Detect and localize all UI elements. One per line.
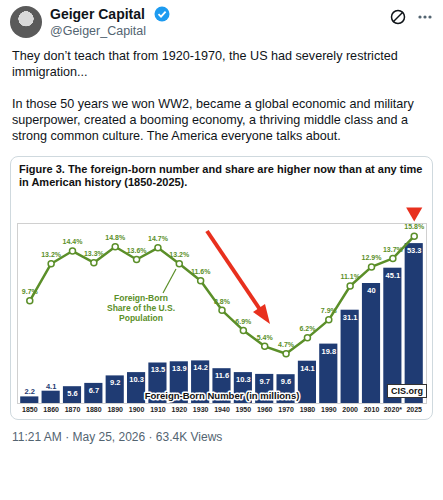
- svg-text:9.7%: 9.7%: [22, 288, 39, 295]
- svg-text:1990: 1990: [321, 406, 337, 413]
- svg-text:11.1%: 11.1%: [340, 273, 360, 280]
- svg-text:1850: 1850: [22, 406, 38, 413]
- svg-text:9.6: 9.6: [281, 377, 291, 386]
- svg-text:1930: 1930: [193, 406, 209, 413]
- svg-text:14.2: 14.2: [193, 363, 208, 372]
- svg-text:19.8: 19.8: [321, 347, 336, 356]
- svg-text:1980: 1980: [300, 406, 316, 413]
- svg-text:1890: 1890: [107, 406, 123, 413]
- html-text:@Geiger_Capital: @Geiger_Capital: [50, 24, 147, 38]
- svg-text:11.6: 11.6: [215, 371, 229, 380]
- svg-text:4.1: 4.1: [46, 382, 56, 391]
- svg-text:10.3: 10.3: [129, 375, 144, 384]
- html-text:In those 50 years we won WW2,: In those 50 years we won WW2, became a g…: [12, 97, 414, 143]
- svg-text:13.3%: 13.3%: [84, 250, 105, 257]
- svg-text:31.1: 31.1: [343, 313, 358, 322]
- svg-text:2000: 2000: [342, 406, 358, 413]
- html-text:Foreign-Born Share of the U.S.: Foreign-Born Share of the U.S. Populatio…: [107, 293, 175, 323]
- svg-text:1940: 1940: [214, 406, 230, 413]
- svg-text:7.9%: 7.9%: [321, 307, 338, 314]
- svg-text:40: 40: [367, 286, 375, 295]
- svg-text:13.2%: 13.2%: [169, 251, 190, 258]
- svg-text:14.8%: 14.8%: [105, 234, 126, 241]
- svg-text:2025: 2025: [406, 406, 422, 413]
- svg-text:14.1: 14.1: [300, 364, 315, 373]
- svg-text:14.7%: 14.7%: [148, 235, 169, 242]
- html-text:Figure 3. The foreign-born num: Figure 3. The foreign-born number and sh…: [19, 163, 423, 188]
- svg-text:6.9%: 6.9%: [235, 318, 252, 325]
- svg-text:2020*: 2020*: [384, 406, 403, 413]
- svg-text:1900: 1900: [129, 406, 145, 413]
- svg-text:13.9: 13.9: [172, 364, 187, 373]
- svg-text:1970: 1970: [278, 406, 294, 413]
- svg-text:1950: 1950: [236, 406, 252, 413]
- svg-text:2010: 2010: [364, 406, 380, 413]
- svg-text:12.9%: 12.9%: [362, 254, 383, 261]
- svg-text:13.2%: 13.2%: [41, 251, 62, 258]
- svg-text:1960: 1960: [257, 406, 273, 413]
- svg-text:14.4%: 14.4%: [63, 238, 84, 245]
- svg-text:1910: 1910: [150, 406, 166, 413]
- svg-text:9.7: 9.7: [259, 377, 269, 386]
- svg-text:6.2%: 6.2%: [299, 325, 316, 332]
- html-text:11:21 AM · May 25, 2026 · 63.4: 11:21 AM · May 25, 2026 · 63.4K Views: [12, 430, 223, 444]
- svg-text:13.6%: 13.6%: [127, 247, 148, 254]
- svg-text:5.4%: 5.4%: [257, 334, 274, 341]
- svg-text:1860: 1860: [43, 406, 59, 413]
- svg-text:4.7%: 4.7%: [278, 341, 295, 348]
- svg-text:Foreign-Born Number (in millio: Foreign-Born Number (in millions): [145, 390, 300, 401]
- svg-text:6.7: 6.7: [89, 386, 99, 395]
- svg-text:15.8%: 15.8%: [404, 223, 425, 230]
- html-text:Geiger Capital: Geiger Capital: [50, 6, 145, 22]
- svg-text:45.1: 45.1: [386, 271, 401, 280]
- svg-text:2.2: 2.2: [25, 387, 35, 396]
- html-text:They don’t teach that from 192: They don’t teach that from 1920-1970, th…: [12, 49, 398, 79]
- svg-text:1920: 1920: [171, 406, 187, 413]
- svg-text:13.7%: 13.7%: [383, 246, 404, 253]
- svg-text:9.2: 9.2: [110, 378, 120, 387]
- svg-text:1880: 1880: [86, 406, 102, 413]
- html-text:CIS.org: CIS.org: [391, 386, 423, 396]
- svg-text:8.8%: 8.8%: [214, 298, 231, 305]
- svg-text:5.6: 5.6: [67, 389, 77, 398]
- svg-text:53.3: 53.3: [407, 246, 422, 255]
- svg-text:10.3: 10.3: [236, 375, 251, 384]
- svg-text:13.5: 13.5: [151, 365, 166, 374]
- svg-text:11.6%: 11.6%: [191, 268, 211, 275]
- svg-text:1870: 1870: [65, 406, 81, 413]
